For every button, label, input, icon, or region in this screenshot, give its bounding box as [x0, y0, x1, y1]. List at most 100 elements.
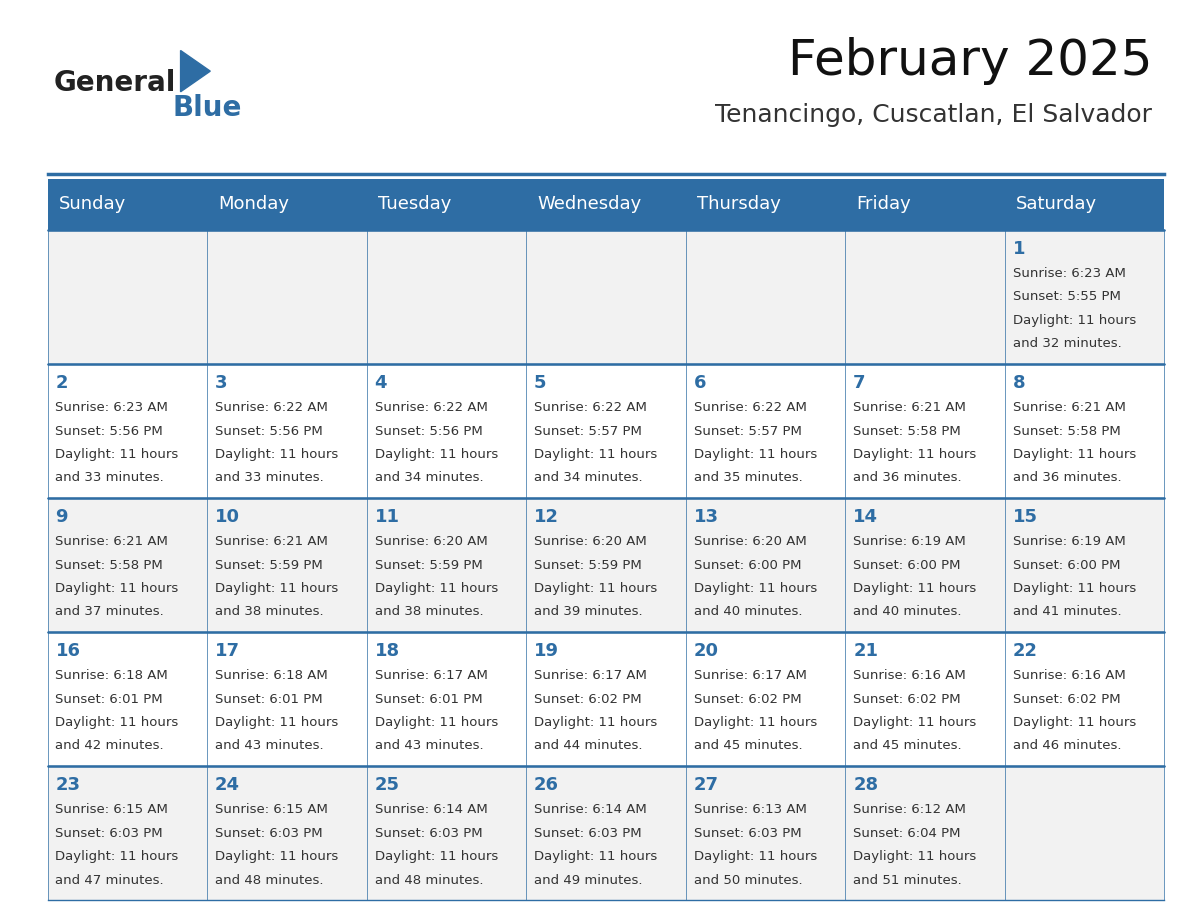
- Text: 15: 15: [1012, 509, 1037, 526]
- FancyBboxPatch shape: [685, 364, 845, 498]
- Text: Tuesday: Tuesday: [378, 196, 451, 213]
- Text: and 51 minutes.: and 51 minutes.: [853, 874, 962, 887]
- Text: February 2025: February 2025: [788, 37, 1152, 84]
- Text: Sunrise: 6:22 AM: Sunrise: 6:22 AM: [374, 401, 487, 414]
- Text: Daylight: 11 hours: Daylight: 11 hours: [215, 582, 339, 595]
- Text: Daylight: 11 hours: Daylight: 11 hours: [56, 448, 178, 461]
- Text: Sunrise: 6:20 AM: Sunrise: 6:20 AM: [694, 535, 807, 548]
- Text: Sunrise: 6:21 AM: Sunrise: 6:21 AM: [1012, 401, 1125, 414]
- Text: and 48 minutes.: and 48 minutes.: [215, 874, 323, 887]
- FancyBboxPatch shape: [526, 364, 685, 498]
- Text: Sunset: 5:59 PM: Sunset: 5:59 PM: [535, 558, 642, 572]
- Text: Daylight: 11 hours: Daylight: 11 hours: [535, 716, 657, 729]
- FancyBboxPatch shape: [1005, 230, 1164, 364]
- Text: Saturday: Saturday: [1016, 196, 1097, 213]
- Text: Sunrise: 6:21 AM: Sunrise: 6:21 AM: [215, 535, 328, 548]
- FancyBboxPatch shape: [48, 230, 207, 364]
- Text: Sunrise: 6:22 AM: Sunrise: 6:22 AM: [215, 401, 328, 414]
- Text: Thursday: Thursday: [697, 196, 781, 213]
- Text: 6: 6: [694, 375, 706, 392]
- Text: Sunset: 5:56 PM: Sunset: 5:56 PM: [374, 424, 482, 438]
- Text: 2: 2: [56, 375, 68, 392]
- Text: Sunset: 6:03 PM: Sunset: 6:03 PM: [694, 826, 801, 840]
- Text: Sunset: 6:02 PM: Sunset: 6:02 PM: [853, 692, 961, 706]
- Text: Sunset: 5:59 PM: Sunset: 5:59 PM: [374, 558, 482, 572]
- Text: Sunrise: 6:19 AM: Sunrise: 6:19 AM: [853, 535, 966, 548]
- Text: Sunset: 6:01 PM: Sunset: 6:01 PM: [215, 692, 323, 706]
- Text: Sunset: 5:59 PM: Sunset: 5:59 PM: [215, 558, 323, 572]
- Text: 21: 21: [853, 643, 878, 660]
- Text: Daylight: 11 hours: Daylight: 11 hours: [1012, 582, 1136, 595]
- Text: and 32 minutes.: and 32 minutes.: [1012, 338, 1121, 351]
- FancyBboxPatch shape: [845, 632, 1005, 766]
- Text: Sunset: 5:58 PM: Sunset: 5:58 PM: [56, 558, 163, 572]
- FancyBboxPatch shape: [526, 766, 685, 900]
- Text: Daylight: 11 hours: Daylight: 11 hours: [853, 448, 977, 461]
- Text: Sunrise: 6:20 AM: Sunrise: 6:20 AM: [374, 535, 487, 548]
- Text: Sunrise: 6:15 AM: Sunrise: 6:15 AM: [215, 803, 328, 816]
- Text: Sunrise: 6:12 AM: Sunrise: 6:12 AM: [853, 803, 966, 816]
- Text: 10: 10: [215, 509, 240, 526]
- Text: Sunrise: 6:14 AM: Sunrise: 6:14 AM: [374, 803, 487, 816]
- Text: and 45 minutes.: and 45 minutes.: [853, 740, 962, 753]
- Text: Daylight: 11 hours: Daylight: 11 hours: [853, 582, 977, 595]
- Text: Sunrise: 6:18 AM: Sunrise: 6:18 AM: [56, 669, 169, 682]
- Text: Daylight: 11 hours: Daylight: 11 hours: [1012, 716, 1136, 729]
- Text: Daylight: 11 hours: Daylight: 11 hours: [215, 716, 339, 729]
- Text: Daylight: 11 hours: Daylight: 11 hours: [374, 448, 498, 461]
- Text: Sunday: Sunday: [58, 196, 126, 213]
- FancyBboxPatch shape: [367, 364, 526, 498]
- Text: Daylight: 11 hours: Daylight: 11 hours: [535, 850, 657, 863]
- Text: Sunset: 6:02 PM: Sunset: 6:02 PM: [535, 692, 642, 706]
- FancyBboxPatch shape: [845, 230, 1005, 364]
- FancyBboxPatch shape: [1005, 632, 1164, 766]
- Text: Daylight: 11 hours: Daylight: 11 hours: [535, 448, 657, 461]
- Text: 7: 7: [853, 375, 866, 392]
- Text: Sunrise: 6:19 AM: Sunrise: 6:19 AM: [1012, 535, 1125, 548]
- Text: Daylight: 11 hours: Daylight: 11 hours: [56, 716, 178, 729]
- Text: Sunrise: 6:23 AM: Sunrise: 6:23 AM: [1012, 267, 1125, 280]
- FancyBboxPatch shape: [48, 364, 207, 498]
- Text: Sunset: 5:57 PM: Sunset: 5:57 PM: [694, 424, 802, 438]
- FancyBboxPatch shape: [48, 632, 207, 766]
- Text: Sunset: 5:56 PM: Sunset: 5:56 PM: [56, 424, 163, 438]
- Text: 14: 14: [853, 509, 878, 526]
- Text: Sunset: 5:58 PM: Sunset: 5:58 PM: [1012, 424, 1120, 438]
- Text: Sunset: 6:01 PM: Sunset: 6:01 PM: [56, 692, 163, 706]
- Text: 17: 17: [215, 643, 240, 660]
- Text: Sunrise: 6:16 AM: Sunrise: 6:16 AM: [1012, 669, 1125, 682]
- Text: 13: 13: [694, 509, 719, 526]
- Text: and 40 minutes.: and 40 minutes.: [853, 606, 961, 619]
- Text: and 45 minutes.: and 45 minutes.: [694, 740, 802, 753]
- FancyBboxPatch shape: [207, 632, 367, 766]
- FancyBboxPatch shape: [367, 632, 526, 766]
- Text: and 34 minutes.: and 34 minutes.: [535, 472, 643, 485]
- Text: Blue: Blue: [172, 94, 241, 122]
- FancyBboxPatch shape: [526, 230, 685, 364]
- Text: Sunset: 5:58 PM: Sunset: 5:58 PM: [853, 424, 961, 438]
- Text: and 37 minutes.: and 37 minutes.: [56, 606, 164, 619]
- FancyBboxPatch shape: [845, 766, 1005, 900]
- Text: Sunrise: 6:18 AM: Sunrise: 6:18 AM: [215, 669, 328, 682]
- Text: 24: 24: [215, 777, 240, 794]
- Text: Sunrise: 6:23 AM: Sunrise: 6:23 AM: [56, 401, 169, 414]
- FancyBboxPatch shape: [207, 230, 367, 364]
- Text: 18: 18: [374, 643, 399, 660]
- Text: and 36 minutes.: and 36 minutes.: [1012, 472, 1121, 485]
- Text: and 38 minutes.: and 38 minutes.: [374, 606, 484, 619]
- Text: Sunset: 6:02 PM: Sunset: 6:02 PM: [694, 692, 801, 706]
- Text: Daylight: 11 hours: Daylight: 11 hours: [535, 582, 657, 595]
- Text: and 48 minutes.: and 48 minutes.: [374, 874, 484, 887]
- Text: Sunset: 6:01 PM: Sunset: 6:01 PM: [374, 692, 482, 706]
- FancyBboxPatch shape: [48, 179, 1164, 230]
- Text: and 47 minutes.: and 47 minutes.: [56, 874, 164, 887]
- Text: 11: 11: [374, 509, 399, 526]
- Text: 12: 12: [535, 509, 560, 526]
- FancyBboxPatch shape: [207, 766, 367, 900]
- Text: Daylight: 11 hours: Daylight: 11 hours: [694, 716, 817, 729]
- Text: Sunset: 6:04 PM: Sunset: 6:04 PM: [853, 826, 961, 840]
- Text: Monday: Monday: [219, 196, 289, 213]
- Text: 9: 9: [56, 509, 68, 526]
- Text: and 44 minutes.: and 44 minutes.: [535, 740, 643, 753]
- Text: 1: 1: [1012, 241, 1025, 258]
